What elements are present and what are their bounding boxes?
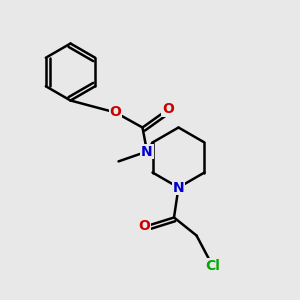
Text: Cl: Cl [206, 259, 220, 272]
Text: O: O [110, 106, 122, 119]
Text: N: N [141, 145, 153, 158]
Text: O: O [162, 102, 174, 116]
Text: O: O [139, 220, 151, 233]
Text: N: N [173, 181, 184, 194]
